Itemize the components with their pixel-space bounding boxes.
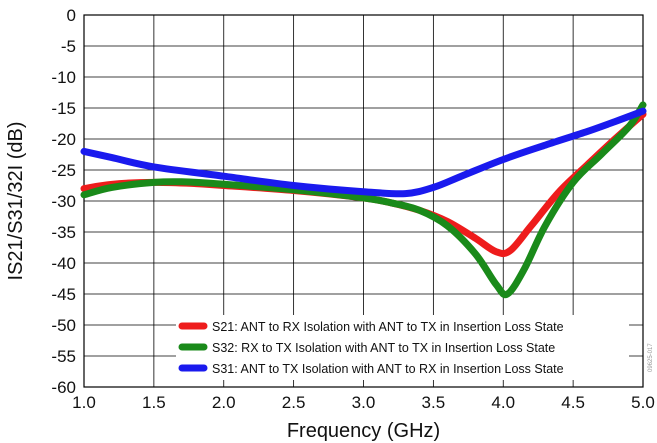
x-axis-ticks: 1.0 1.5 2.0 2.5 3.0 3.5 4.0 4.5 5.0 [72, 393, 655, 412]
y-axis-title: IS21/S31/32I (dB) [5, 122, 27, 281]
legend-label: S32: RX to TX Isolation with ANT to TX i… [212, 341, 555, 355]
y-tick-label: -50 [51, 316, 76, 335]
y-axis-ticks: 0 -5 -10 -15 -20 -25 -30 -35 -40 -45 -50 -55 -60 [51, 6, 76, 397]
x-tick-label: 2.0 [212, 393, 236, 412]
y-tick-label: -55 [51, 347, 76, 366]
y-tick-label: -25 [51, 161, 76, 180]
y-tick-label: -35 [51, 223, 76, 242]
legend: S21: ANT to RX Isolation with ANT to TX … [176, 315, 629, 380]
y-tick-label: -5 [61, 37, 76, 56]
legend-label: S21: ANT to RX Isolation with ANT to TX … [212, 320, 564, 334]
x-tick-label: 3.5 [422, 393, 446, 412]
x-tick-label: 5.0 [631, 393, 655, 412]
x-tick-label: 2.5 [282, 393, 306, 412]
y-tick-label: 0 [67, 6, 76, 25]
x-tick-label: 4.0 [491, 393, 515, 412]
y-tick-label: -40 [51, 254, 76, 273]
y-tick-label: -10 [51, 68, 76, 87]
x-axis-title: Frequency (GHz) [287, 420, 440, 442]
plot-border [83, 14, 644, 388]
y-tick-label: -20 [51, 130, 76, 149]
grid-lines [84, 15, 643, 387]
y-tick-label: -45 [51, 285, 76, 304]
s31-line [80, 107, 647, 198]
legend-background [176, 315, 629, 380]
x-tick-label: 1.0 [72, 393, 96, 412]
y-tick-label: -30 [51, 192, 76, 211]
y-tick-label: -60 [51, 378, 76, 397]
legend-label: S31: ANT to TX Isolation with ANT to RX … [212, 362, 564, 376]
x-tick-label: 3.0 [352, 393, 376, 412]
y-tick-label: -15 [51, 99, 76, 118]
series-lines [80, 101, 647, 299]
figure-id-watermark: 09625-017 [648, 343, 654, 372]
x-tick-label: 1.5 [142, 393, 166, 412]
s32-line [80, 101, 647, 299]
x-tick-label: 4.5 [561, 393, 585, 412]
